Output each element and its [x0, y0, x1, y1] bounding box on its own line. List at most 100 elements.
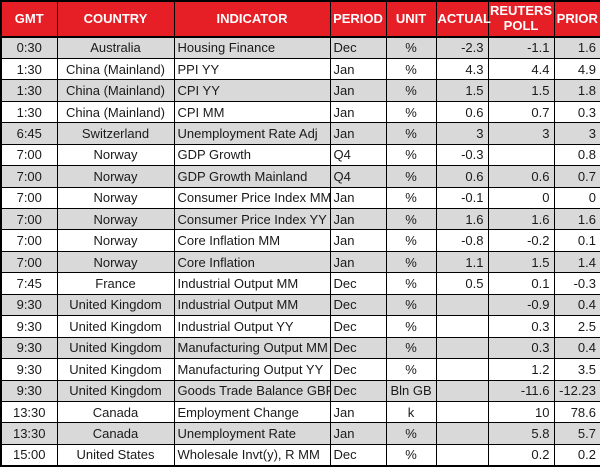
table-row: 1:30 China (Mainland) CPI MM Jan % 0.6 0…: [0, 100, 600, 124]
cell-poll: -0.2: [487, 229, 555, 252]
cell-indicator: Industrial Output YY: [173, 315, 331, 338]
cell-indicator: Unemployment Rate Adj: [173, 122, 331, 145]
table-row: 7:00 Norway GDP Growth Mainland Q4 % 0.6…: [0, 165, 600, 188]
cell-prior: 0.4: [553, 293, 600, 317]
cell-prior: 0.4: [553, 336, 600, 360]
cell-period: Jan: [329, 422, 387, 445]
cell-actual: -0.8: [435, 229, 489, 252]
table-row: 1:30 China (Mainland) CPI YY Jan % 1.5 1…: [0, 79, 600, 102]
cell-actual: [435, 358, 489, 381]
cell-poll: 4.4: [487, 57, 555, 81]
table-row: 7:00 Norway Core Inflation Jan % 1.1 1.5…: [0, 250, 600, 274]
cell-period: Jan: [329, 400, 387, 424]
cell-poll: -0.9: [487, 293, 555, 317]
cell-prior: 1.8: [553, 79, 600, 102]
col-header-prior: PRIOR: [553, 0, 600, 38]
table-row: 9:30 United Kingdom Industrial Output YY…: [0, 315, 600, 338]
cell-actual: 1.6: [435, 207, 489, 231]
cell-country: United Kingdom: [56, 293, 175, 317]
cell-prior: 1.6: [553, 207, 600, 231]
cell-prior: 0: [553, 186, 600, 210]
table-row: 9:30 United Kingdom Goods Trade Balance …: [0, 379, 600, 402]
cell-actual: 0.5: [435, 272, 489, 295]
cell-period: Q4: [329, 165, 387, 188]
cell-poll: 0.7: [487, 100, 555, 124]
cell-period: Jan: [329, 57, 387, 81]
cell-indicator: GDP Growth: [173, 143, 331, 167]
col-header-unit: UNIT: [385, 0, 437, 38]
cell-indicator: GDP Growth Mainland: [173, 165, 331, 188]
cell-actual: [435, 443, 489, 467]
table-row: 7:00 Norway Consumer Price Index MM Jan …: [0, 186, 600, 210]
cell-country: Canada: [56, 422, 175, 445]
cell-prior: 0.2: [553, 443, 600, 467]
cell-poll: 1.5: [487, 79, 555, 102]
cell-country: China (Mainland): [56, 57, 175, 81]
cell-actual: [435, 379, 489, 402]
header-row: GMT COUNTRY INDICATOR PERIOD UNIT ACTUAL…: [0, 0, 600, 38]
cell-indicator: Consumer Price Index MM: [173, 186, 331, 210]
cell-unit: %: [385, 79, 437, 102]
cell-actual: 1.5: [435, 79, 489, 102]
cell-prior: 0.3: [553, 100, 600, 124]
cell-actual: [435, 422, 489, 445]
cell-prior: 2.5: [553, 315, 600, 338]
table-row: 7:00 Norway Core Inflation MM Jan % -0.8…: [0, 229, 600, 252]
col-header-indicator: INDICATOR: [173, 0, 331, 38]
col-header-gmt: GMT: [0, 0, 58, 38]
cell-country: Norway: [56, 165, 175, 188]
table-row: 0:30 Australia Housing Finance Dec % -2.…: [0, 36, 600, 59]
cell-country: China (Mainland): [56, 100, 175, 124]
cell-period: Jan: [329, 79, 387, 102]
table-row: 7:45 France Industrial Output MM Dec % 0…: [0, 272, 600, 295]
cell-gmt: 1:30: [0, 79, 58, 102]
cell-indicator: Consumer Price Index YY: [173, 207, 331, 231]
cell-indicator: Manufacturing Output MM: [173, 336, 331, 360]
cell-actual: -0.3: [435, 143, 489, 167]
cell-unit: %: [385, 229, 437, 252]
cell-country: Canada: [56, 400, 175, 424]
cell-unit: %: [385, 57, 437, 81]
cell-unit: %: [385, 336, 437, 360]
table-header: GMT COUNTRY INDICATOR PERIOD UNIT ACTUAL…: [0, 0, 600, 38]
table-row: 7:00 Norway GDP Growth Q4 % -0.3 0.8: [0, 143, 600, 167]
cell-poll: -1.1: [487, 36, 555, 59]
cell-actual: [435, 315, 489, 338]
col-header-country: COUNTRY: [56, 0, 175, 38]
cell-country: United States: [56, 443, 175, 467]
cell-prior: 0.8: [553, 143, 600, 167]
cell-actual: 3: [435, 122, 489, 145]
cell-indicator: PPI YY: [173, 57, 331, 81]
cell-period: Dec: [329, 315, 387, 338]
cell-poll: 0.2: [487, 443, 555, 467]
cell-poll: 0.6: [487, 165, 555, 188]
cell-gmt: 7:00: [0, 143, 58, 167]
cell-gmt: 1:30: [0, 57, 58, 81]
cell-unit: %: [385, 165, 437, 188]
cell-unit: %: [385, 250, 437, 274]
cell-gmt: 15:00: [0, 443, 58, 467]
cell-period: Dec: [329, 443, 387, 467]
cell-period: Dec: [329, 379, 387, 402]
table-row: 13:30 Canada Employment Change Jan k 10 …: [0, 400, 600, 424]
table-row: 15:00 United States Wholesale Invt(y), R…: [0, 443, 600, 467]
cell-country: Norway: [56, 143, 175, 167]
cell-gmt: 7:00: [0, 250, 58, 274]
cell-indicator: CPI YY: [173, 79, 331, 102]
cell-gmt: 9:30: [0, 379, 58, 402]
cell-gmt: 9:30: [0, 315, 58, 338]
cell-period: Dec: [329, 36, 387, 59]
cell-country: China (Mainland): [56, 79, 175, 102]
cell-indicator: Wholesale Invt(y), R MM: [173, 443, 331, 467]
cell-prior: 3: [553, 122, 600, 145]
cell-period: Jan: [329, 122, 387, 145]
cell-country: United Kingdom: [56, 336, 175, 360]
cell-unit: %: [385, 122, 437, 145]
cell-period: Jan: [329, 250, 387, 274]
cell-actual: -2.3: [435, 36, 489, 59]
cell-gmt: 7:00: [0, 186, 58, 210]
table-row: 9:30 United Kingdom Manufacturing Output…: [0, 336, 600, 360]
cell-prior: -12.23: [553, 379, 600, 402]
cell-indicator: Core Inflation: [173, 250, 331, 274]
